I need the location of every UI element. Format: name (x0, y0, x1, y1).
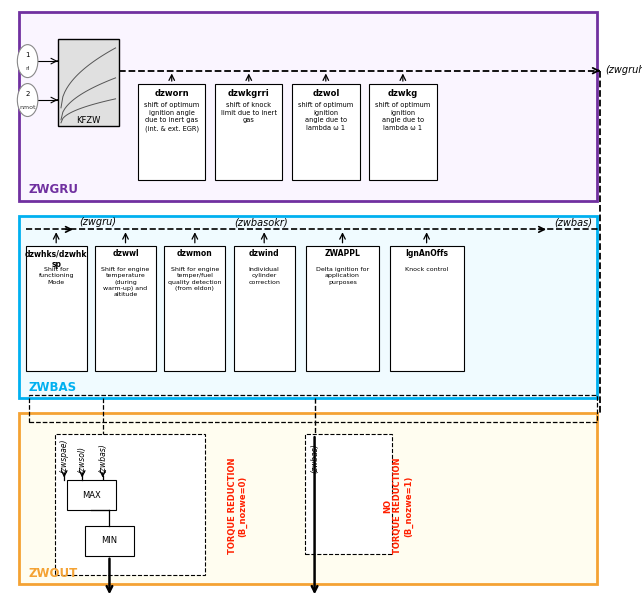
Text: Shift for engine
temper/fuel
quality detection
(from eldon): Shift for engine temper/fuel quality det… (168, 267, 221, 291)
Text: (zwgru): (zwgru) (79, 217, 116, 227)
Text: ZWOUT: ZWOUT (29, 567, 78, 580)
Text: Individual
cylinder
correction: Individual cylinder correction (248, 267, 280, 285)
Bar (138, 84, 205, 180)
Text: 1: 1 (25, 52, 30, 58)
Text: (zwgruho: (zwgruho (605, 65, 642, 75)
Text: rl: rl (26, 66, 30, 71)
Text: (zwbas): (zwbas) (310, 443, 319, 473)
Text: Knock control: Knock control (405, 267, 448, 272)
Bar (234, 246, 295, 371)
Bar (305, 434, 392, 554)
Text: Delta ignition for
application
purposes: Delta ignition for application purposes (316, 267, 369, 285)
Ellipse shape (17, 44, 38, 77)
Bar (292, 84, 360, 180)
Text: ZWAPPL: ZWAPPL (325, 249, 360, 258)
Text: NO
TORQUE REDUCTION
(B_nozwe=1): NO TORQUE REDUCTION (B_nozwe=1) (383, 458, 413, 555)
Ellipse shape (17, 84, 38, 116)
Bar (67, 480, 116, 510)
Bar (95, 246, 156, 371)
Text: Shift for engine
temperature
(during
warm-up) and
altitude: Shift for engine temperature (during war… (101, 267, 150, 297)
Bar (19, 12, 597, 201)
Text: (zwbas): (zwbas) (98, 443, 107, 473)
Bar (26, 246, 87, 371)
Text: TORQUE REDUCTION
(B_nozwe=0): TORQUE REDUCTION (B_nozwe=0) (228, 458, 247, 555)
Text: ZWBAS: ZWBAS (29, 381, 77, 394)
Text: IgnAnOffs: IgnAnOffs (405, 249, 448, 258)
Text: shift of knock
limit due to inert
gas: shift of knock limit due to inert gas (221, 102, 277, 123)
Text: shift of optimum
ignition
angle due to
lambda ω 1: shift of optimum ignition angle due to l… (298, 102, 354, 131)
Bar (19, 413, 597, 584)
Text: shift of optimum
ignition angle
due to inert gas
(int. & ext. EGR): shift of optimum ignition angle due to i… (144, 102, 200, 132)
Text: 2: 2 (26, 91, 30, 97)
Text: dzwkgrri: dzwkgrri (228, 89, 270, 98)
Text: (zwsol): (zwsol) (78, 446, 87, 473)
Text: MIN: MIN (101, 536, 117, 546)
Text: ZWGRU: ZWGRU (29, 183, 79, 196)
Bar (215, 84, 282, 180)
Text: dzwwl: dzwwl (112, 249, 139, 258)
Bar (369, 84, 437, 180)
Bar (390, 246, 464, 371)
Text: MAX: MAX (82, 491, 101, 500)
Bar (164, 246, 225, 371)
Bar (85, 526, 134, 556)
Text: nmot: nmot (19, 105, 36, 110)
Bar (58, 39, 119, 126)
Bar (55, 434, 205, 575)
Text: Shift for
functioning
Mode: Shift for functioning Mode (39, 267, 74, 285)
Text: (zwbasokr): (zwbasokr) (234, 217, 288, 227)
Text: (zwspae): (zwspae) (60, 438, 69, 473)
Text: shift of optimum
ignition
angle due to
lambda ω 1: shift of optimum ignition angle due to l… (375, 102, 431, 131)
Text: dzwol: dzwol (312, 89, 340, 98)
Bar (19, 216, 597, 398)
Bar (306, 246, 379, 371)
Text: (zwbas): (zwbas) (554, 217, 592, 227)
Text: dzwhks/dzwhk
sp: dzwhks/dzwhk sp (25, 249, 87, 268)
Text: dzworn: dzworn (155, 89, 189, 98)
Text: dzwmon: dzwmon (177, 249, 213, 258)
Text: dzwkg: dzwkg (388, 89, 418, 98)
Text: KFZW: KFZW (76, 116, 100, 125)
Bar (29, 395, 597, 422)
Text: dzwind: dzwind (249, 249, 279, 258)
